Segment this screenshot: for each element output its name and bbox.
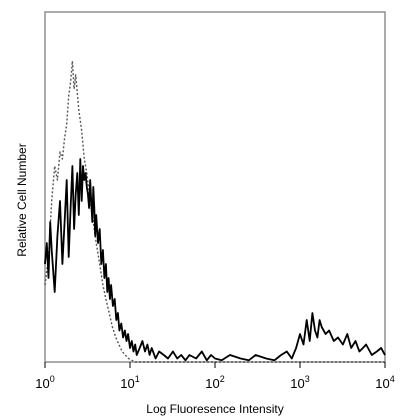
plot-frame — [44, 11, 386, 363]
y-axis-label: Relative Cell Number — [15, 143, 29, 256]
x-tick-label: 100 — [35, 374, 54, 391]
x-axis-label: Log Fluoresence Intensity — [146, 402, 283, 416]
x-tick-label: 104 — [375, 374, 394, 391]
x-tick-layer: 100 101 102 103 104 — [35, 362, 395, 391]
x-tick-label: 103 — [290, 374, 309, 391]
x-tick-label: 101 — [120, 374, 139, 391]
series-layer — [44, 60, 386, 363]
x-tick-label: 102 — [205, 374, 224, 391]
control-histogram-line — [44, 60, 385, 363]
stained-histogram-line — [44, 158, 386, 362]
